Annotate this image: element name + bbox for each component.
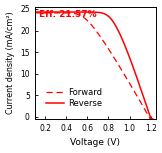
Text: Eff. 21.57%: Eff. 21.57%: [40, 10, 97, 19]
X-axis label: Voltage (V): Voltage (V): [70, 138, 120, 147]
Y-axis label: Current density (mA/cm²): Current density (mA/cm²): [6, 11, 15, 114]
Legend: Forward, Reverse: Forward, Reverse: [42, 84, 106, 112]
